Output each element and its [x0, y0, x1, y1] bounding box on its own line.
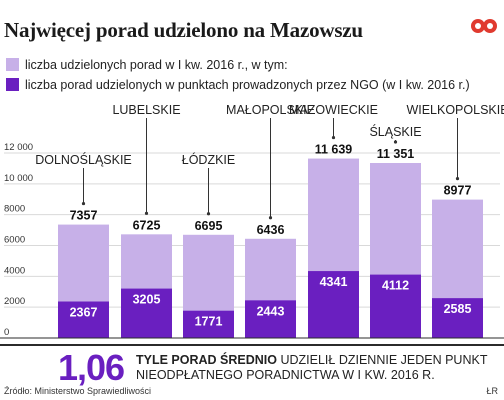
category-label: ŚLĄSKIE [369, 124, 421, 139]
legend-label-total: liczba udzielonych porad w I kw. 2016 r.… [25, 57, 288, 72]
category-label: MAŁOPOLSKIE [226, 103, 315, 117]
legend-item-ngo: liczba porad udzielonych w punktach prow… [6, 76, 470, 93]
bar-ngo-value: 2367 [70, 306, 98, 320]
author-credit: ŁR [486, 386, 498, 396]
legend-swatch-total [6, 58, 19, 71]
bar-ngo-value: 1771 [195, 315, 223, 329]
y-tick-label: 2000 [4, 296, 25, 307]
legend: liczba udzielonych porad w I kw. 2016 r.… [6, 56, 470, 96]
leader-dot [144, 211, 149, 215]
legend-swatch-ngo [6, 78, 19, 91]
bar-ngo [245, 300, 296, 338]
y-tick-label: 6000 [4, 235, 25, 246]
leader-dot [81, 201, 86, 206]
y-tick-label: 8000 [4, 204, 25, 215]
source-note: Źródło: Ministerstwo Sprawiedliwości [4, 386, 152, 396]
summary-text-line1: TYLE PORAD ŚREDNIO UDZIELIŁ DZIENNIE JED… [136, 353, 487, 367]
bar-total-value: 8977 [444, 184, 472, 198]
leader-dot [455, 177, 460, 181]
category-label: MAZOWIECKIE [289, 103, 378, 117]
y-tick-label: 10 000 [4, 173, 33, 184]
summary-text-rest: UDZIELIŁ DZIENNIE JEDEN PUNKT [277, 353, 488, 367]
bar-ngo [183, 310, 234, 338]
y-tick-label: 0 [4, 327, 9, 338]
bar-total-value: 6695 [195, 219, 223, 233]
category-label: WIELKOPOLSKIE [406, 103, 504, 117]
leader-dot [268, 216, 273, 220]
bar-ngo-value: 2443 [257, 304, 285, 318]
leader-dot [331, 135, 336, 140]
bar-chart: 0 2000 4000 6000 8000 10 000 12 000DOLNOŚLĄSKI… [0, 103, 504, 339]
bar-ngo-value: 4341 [320, 275, 348, 289]
legend-label-ngo: liczba porad udzielonych w punktach prow… [25, 77, 470, 92]
bar-ngo [308, 271, 359, 338]
publisher-logo-icon [471, 19, 497, 33]
leader-dot [393, 140, 398, 144]
divider [0, 344, 504, 346]
bar-ngo [121, 288, 172, 338]
summary-value: 1,06 [58, 347, 125, 388]
bar-total-value: 6436 [257, 223, 285, 237]
page-title: Najwięcej porad udzielono na Mazowszu [4, 18, 363, 42]
summary-bold-text: TYLE PORAD ŚREDNIO [136, 353, 277, 367]
bar-total-value: 11 639 [315, 143, 353, 157]
leader-dot [206, 212, 211, 216]
bar-total-value: 6725 [133, 218, 161, 232]
category-label: ŁÓDZKIE [182, 152, 236, 167]
y-tick-label: 4000 [4, 265, 25, 276]
bar-ngo [58, 301, 109, 338]
summary-text-line2: NIEODPŁATNEGO PORADNICTWA W I KW. 2016 R… [136, 368, 435, 382]
bar-ngo [370, 274, 421, 338]
category-label: LUBELSKIE [112, 103, 180, 117]
bar-ngo-value: 4112 [382, 279, 409, 293]
y-tick-label: 12 000 [4, 142, 33, 153]
bar-ngo-value: 3205 [133, 293, 161, 307]
bar-total-value: 7357 [70, 209, 98, 223]
bar-ngo [432, 298, 483, 338]
legend-item-total: liczba udzielonych porad w I kw. 2016 r.… [6, 56, 470, 73]
bar-total-value: 11 351 [377, 147, 415, 161]
category-label: DOLNOŚLĄSKIE [35, 152, 132, 167]
bar-ngo-value: 2585 [444, 302, 472, 316]
